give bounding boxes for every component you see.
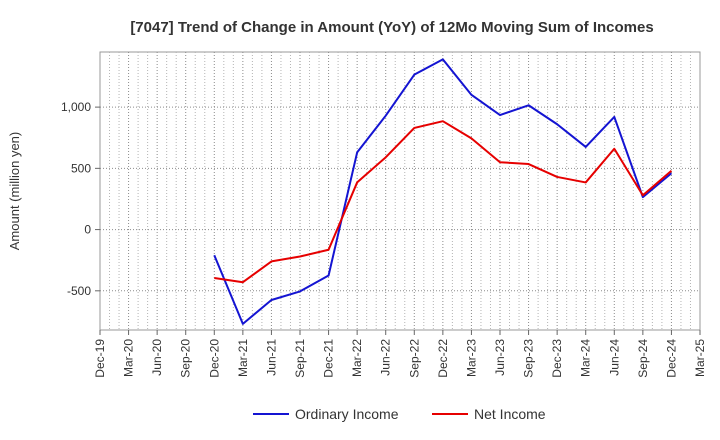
y-tick-label: 500: [71, 161, 91, 175]
plot-area: [99, 51, 701, 331]
grid: [100, 52, 700, 330]
x-tick-label: Dec-22: [436, 339, 450, 378]
x-tick-label: Mar-25: [693, 339, 707, 377]
x-tick-label: Dec-21: [322, 339, 336, 378]
x-tick-label: Mar-20: [122, 339, 136, 377]
series-lines: [213, 58, 673, 325]
legend-label-ordinary-income: Ordinary Income: [295, 406, 399, 422]
x-tick-label: Dec-19: [93, 339, 107, 378]
y-axis-label: Amount (million yen): [7, 132, 22, 251]
x-tick-label: Jun-20: [150, 339, 164, 376]
y-tick-label: -500: [67, 284, 91, 298]
x-tick-label: Sep-20: [179, 339, 193, 378]
legend-label-net-income: Net Income: [474, 406, 546, 422]
x-tick-label: Mar-24: [579, 339, 593, 377]
x-tick-label: Dec-24: [664, 339, 678, 378]
x-tick-label: Mar-23: [464, 339, 478, 377]
x-tick-label: Sep-22: [407, 339, 421, 378]
y-axis-ticks: -500 0 500 1,000: [61, 100, 100, 298]
x-tick-label: Jun-22: [379, 339, 393, 376]
x-tick-label: Mar-21: [236, 339, 250, 377]
x-tick-label: Dec-20: [207, 339, 221, 378]
x-tick-label: Sep-24: [636, 339, 650, 378]
x-tick-label: Jun-24: [607, 339, 621, 376]
x-axis-ticks: Dec-19 Mar-20 Jun-20 Sep-20 Dec-20 Mar-21 Jun-…: [93, 330, 707, 378]
y-tick-label: 1,000: [61, 100, 91, 114]
x-tick-label: Sep-21: [293, 339, 307, 378]
x-tick-label: Jun-21: [264, 339, 278, 376]
legend: Ordinary Income Net Income: [253, 406, 546, 422]
x-tick-label: Mar-22: [350, 339, 364, 377]
series-line-net-income: [214, 120, 673, 284]
x-tick-label: Jun-23: [493, 339, 507, 376]
x-tick-label: Dec-23: [550, 339, 564, 378]
series-line-ordinary-income: [213, 58, 673, 325]
chart-title: [7047] Trend of Change in Amount (YoY) o…: [130, 19, 653, 36]
x-tick-label: Sep-23: [522, 339, 536, 378]
y-tick-label: 0: [84, 223, 91, 237]
